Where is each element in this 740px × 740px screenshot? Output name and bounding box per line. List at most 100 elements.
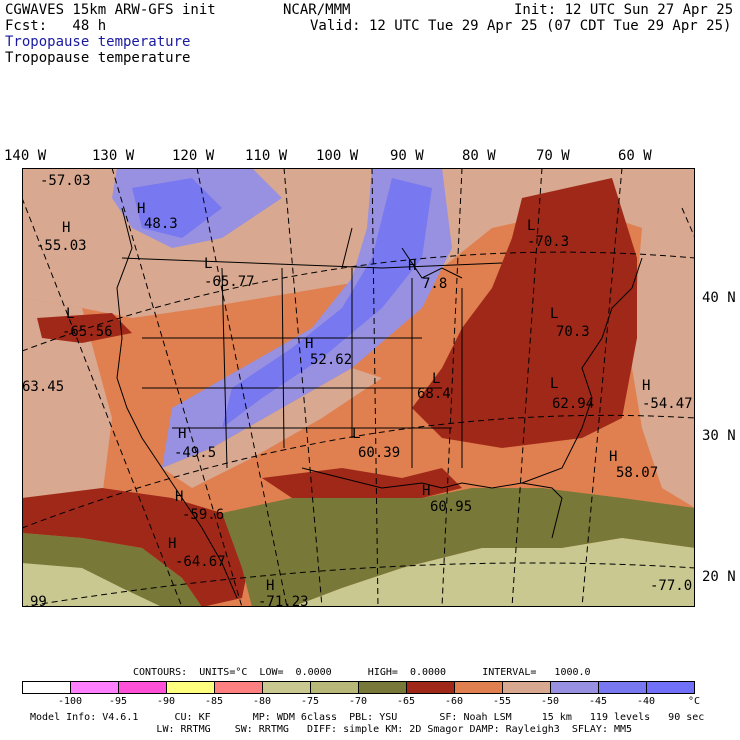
color-swatch	[119, 682, 167, 693]
color-swatch	[455, 682, 503, 693]
colorbar-tick: -75	[300, 696, 320, 707]
colorbar-tick: -80	[252, 696, 272, 707]
map-H-marker: H	[642, 378, 650, 394]
colorbar-tick: -70	[348, 696, 368, 707]
map-value-label: 99	[30, 594, 47, 607]
color-swatch	[647, 682, 694, 693]
map-H-marker: H	[422, 483, 430, 499]
colorbar-unit: °C	[687, 696, 701, 707]
coastline-gulf	[301, 467, 563, 539]
field-region	[22, 488, 252, 607]
lat-label: 40 N	[702, 290, 736, 306]
graticule-line	[111, 168, 243, 607]
init-time: Init: 12 UTC Sun 27 Apr 25	[514, 2, 734, 18]
colorbar-tick: -95	[108, 696, 128, 707]
map-L-marker: L	[66, 306, 74, 322]
field-region	[22, 298, 112, 498]
map-L-marker: L	[550, 376, 558, 392]
graticule-line	[22, 562, 695, 607]
map-value-label: -54.47	[642, 396, 693, 412]
map-H-marker: H	[175, 489, 183, 505]
colorbar-tick: -85	[204, 696, 224, 707]
map-L-marker: L	[432, 371, 440, 387]
lon-label: 100 W	[316, 148, 359, 164]
colorbar-tick: -45	[588, 696, 608, 707]
color-swatch	[359, 682, 407, 693]
map-value-label: -49.5	[174, 445, 216, 461]
map-H-marker: H	[62, 220, 70, 236]
us-canada-border	[121, 257, 503, 269]
field-region	[37, 313, 132, 343]
colorbar-tick: -50	[540, 696, 560, 707]
map-value-label: 68.4	[417, 386, 451, 402]
map-H-marker: H	[168, 536, 176, 552]
valid-time: Valid: 12 UTC Tue 29 Apr 25 (07 CDT Tue …	[310, 18, 732, 34]
graticule-line	[22, 197, 183, 607]
field-region	[292, 538, 695, 607]
map-value-label: 60.95	[430, 499, 472, 515]
lon-label: 140 W	[4, 148, 47, 164]
lon-label: 60 W	[618, 148, 652, 164]
contours-info: CONTOURS: UNITS=°C LOW= 0.0000 HIGH= 0.0…	[133, 667, 591, 678]
org-label: NCAR/MMM	[283, 2, 351, 18]
run-title: CGWAVES 15km ARW-GFS init	[5, 2, 216, 18]
map-L-marker: L	[550, 306, 558, 322]
field-name: Tropopause temperature	[5, 50, 191, 66]
map-H-marker: H	[609, 449, 617, 465]
map-H-marker: H	[408, 258, 416, 274]
field-region	[222, 488, 695, 607]
map-value-label: 62.94	[552, 396, 594, 412]
color-swatch	[23, 682, 71, 693]
model-info-line1: Model Info: V4.6.1 CU: KF MP: WDM 6class…	[30, 712, 705, 723]
field-region	[632, 208, 695, 508]
graticule-line	[22, 414, 695, 529]
colorbar-tick: -40	[636, 696, 656, 707]
color-scale-bar	[22, 681, 695, 694]
map-value-label: 58.07	[616, 465, 658, 481]
color-swatch	[215, 682, 263, 693]
map-value-label: -77.0	[650, 578, 692, 594]
lon-label: 110 W	[245, 148, 288, 164]
great-lakes	[341, 227, 463, 279]
map-value-label: -71.23	[258, 594, 309, 607]
graticule-line	[371, 168, 379, 607]
lon-label: 80 W	[462, 148, 496, 164]
map-H-marker: H	[137, 201, 145, 217]
field-region	[412, 178, 637, 448]
color-swatch	[503, 682, 551, 693]
map-value-label: 7.8	[422, 276, 447, 292]
map-value-label: -65.56	[62, 324, 113, 340]
map-value-label: 52.62	[310, 352, 352, 368]
color-swatch	[71, 682, 119, 693]
lat-label: 20 N	[702, 569, 736, 585]
color-swatch	[263, 682, 311, 693]
graticule-line	[511, 168, 543, 607]
map-value-label: 63.45	[22, 379, 64, 395]
color-swatch	[167, 682, 215, 693]
graticule-line	[681, 207, 695, 239]
map-value-label: -55.03	[36, 238, 87, 254]
map-L-marker: L	[527, 218, 535, 234]
field-name-blue: Tropopause temperature	[5, 34, 191, 50]
map-value-label: 60.39	[358, 445, 400, 461]
lon-label: 130 W	[92, 148, 135, 164]
tropopause-temperature-map: -57.03 H 48.3 H -55.03 L -65.77 H 7.8 L …	[22, 168, 695, 607]
colorbar-tick: -55	[492, 696, 512, 707]
map-H-marker: H	[178, 426, 186, 442]
map-value-label: -59.6	[182, 507, 224, 523]
colorbar-tick: -100	[57, 696, 83, 707]
map-value-label: -64.67	[175, 554, 226, 570]
graticule-line	[22, 251, 695, 352]
graticule-line	[441, 168, 463, 607]
field-region	[222, 178, 432, 428]
graticule-line	[581, 168, 623, 607]
map-L-marker: L	[204, 256, 212, 272]
color-swatch	[551, 682, 599, 693]
color-swatch	[407, 682, 455, 693]
color-swatch	[311, 682, 359, 693]
map-value-label: -57.03	[40, 173, 91, 189]
map-frame	[22, 168, 695, 607]
map-L-marker: L	[352, 426, 360, 442]
map-value-label: -65.77	[204, 274, 255, 290]
lat-label: 30 N	[702, 428, 736, 444]
